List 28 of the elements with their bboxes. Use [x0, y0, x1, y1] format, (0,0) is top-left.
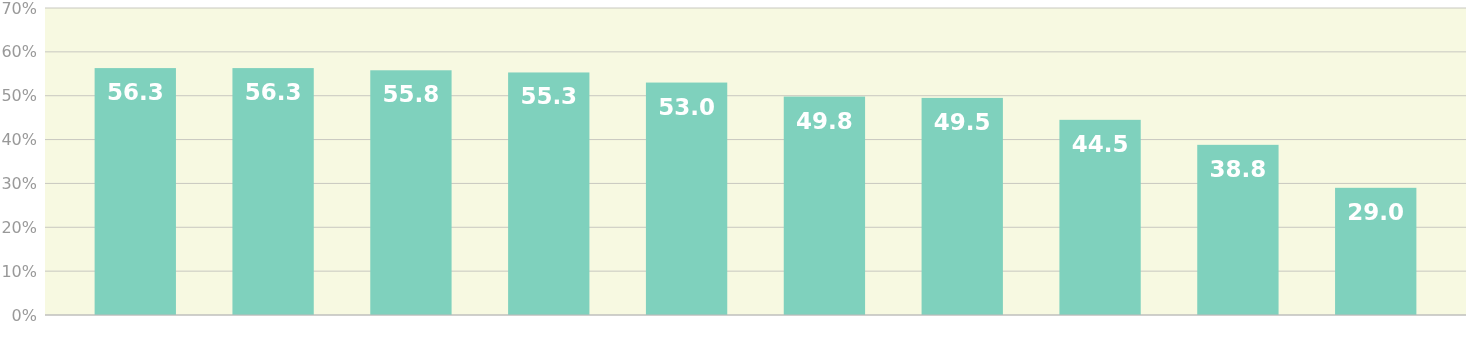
bar — [1197, 144, 1279, 315]
bar — [1059, 119, 1141, 315]
bar — [783, 96, 866, 315]
data-label: 53.0 — [658, 93, 715, 120]
y-tick-label: 10% — [1, 261, 37, 281]
bar — [645, 82, 728, 315]
data-label: 49.5 — [933, 108, 991, 135]
y-tick-label: 0% — [11, 305, 37, 325]
data-label: 55.8 — [382, 81, 440, 108]
y-tick-label: 70% — [1, 0, 37, 18]
data-label: 55.3 — [520, 83, 578, 110]
y-tick-label: 40% — [1, 130, 37, 150]
y-tick-label: 20% — [1, 217, 37, 237]
data-label: 29.0 — [1347, 198, 1405, 225]
y-tick-label: 60% — [1, 42, 37, 62]
bar — [508, 72, 590, 315]
data-label: 49.8 — [796, 107, 853, 134]
data-label: 56.3 — [244, 79, 302, 106]
bar — [370, 70, 452, 315]
data-label: 56.3 — [106, 79, 164, 106]
y-tick-label: 30% — [1, 174, 37, 194]
data-label: 38.8 — [1209, 155, 1267, 182]
data-label: 44.5 — [1071, 130, 1129, 157]
bar — [94, 68, 176, 315]
y-tick-label: 50% — [1, 86, 37, 106]
bar — [1335, 187, 1417, 315]
bar — [232, 68, 314, 315]
bar — [921, 97, 1003, 315]
